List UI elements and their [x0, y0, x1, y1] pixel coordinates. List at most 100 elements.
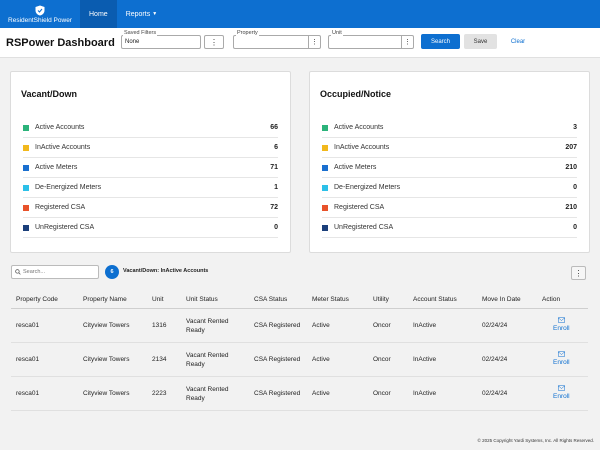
metric-label: De-Energized Meters — [334, 184, 401, 191]
metric-row[interactable]: Active Meters 71 — [23, 158, 278, 178]
swatch-inactive-accounts — [322, 144, 328, 151]
saved-filters-select[interactable]: None — [121, 35, 201, 49]
card-title: Vacant/Down — [21, 89, 78, 99]
metric-label: Active Meters — [334, 164, 377, 171]
metric-label: UnRegistered CSA — [334, 224, 394, 231]
filter-count-badge: 6 — [105, 265, 119, 279]
cell-utility: Oncor — [373, 390, 391, 397]
card-occupied-notice: Occupied/Notice Active Accounts 3 InActi… — [309, 71, 590, 253]
metric-label: Active Meters — [35, 164, 78, 171]
cell-utility: Oncor — [373, 356, 391, 363]
cell-unit: 1316 — [152, 322, 167, 329]
metric-row[interactable]: Active Accounts 3 — [322, 118, 577, 138]
clear-button[interactable]: Clear — [510, 38, 526, 45]
cell-csa-status: CSA Registered — [254, 356, 301, 363]
metric-row[interactable]: Active Accounts 66 — [23, 118, 278, 138]
swatch-de-energized-meters — [23, 184, 29, 191]
shield-icon — [35, 5, 45, 15]
app-logo[interactable]: ResidentShield Power — [0, 0, 80, 28]
caret-down-icon: ▼ — [152, 11, 158, 17]
saved-filters-kebab-icon[interactable]: ⋮ — [204, 35, 224, 49]
swatch-inactive-accounts — [23, 144, 29, 151]
metric-label: UnRegistered CSA — [35, 224, 95, 231]
page-title: RSPower Dashboard — [6, 37, 115, 49]
metric-row[interactable]: Registered CSA 72 — [23, 198, 278, 218]
cell-property-code: resca01 — [16, 322, 40, 329]
metric-value: 72 — [270, 204, 278, 211]
card-vacant-down: Vacant/Down Active Accounts 66 InActive … — [10, 71, 291, 253]
nav-home-label: Home — [89, 10, 108, 18]
mail-icon — [557, 351, 565, 357]
metric-row[interactable]: InActive Accounts 6 — [23, 138, 278, 158]
cell-property-code: resca01 — [16, 356, 40, 363]
cell-account-status: InActive — [413, 322, 437, 329]
enroll-button[interactable]: Enroll — [553, 317, 570, 332]
swatch-unregistered-csa — [23, 224, 29, 231]
enroll-label: Enroll — [553, 359, 570, 366]
cell-unit-status: Vacant Rented Ready — [186, 386, 229, 402]
active-filter-label: Vacant/Down: InActive Accounts — [123, 268, 209, 274]
cell-meter-status: Active — [312, 356, 330, 363]
search-button[interactable]: Search — [421, 34, 460, 49]
table-row: resca01 Cityview Towers 1316 Vacant Rent… — [11, 309, 588, 343]
metric-row[interactable]: De-Energized Meters 1 — [23, 178, 278, 198]
cell-meter-status: Active — [312, 390, 330, 397]
metric-value: 0 — [573, 184, 577, 191]
metric-value: 210 — [565, 204, 577, 211]
table-search-box[interactable] — [11, 265, 99, 279]
property-field[interactable] — [233, 35, 321, 49]
nav-reports[interactable]: Reports ▼ — [117, 0, 166, 28]
cell-unit-status: Vacant Rented Ready — [186, 318, 229, 334]
table-menu-kebab-icon[interactable]: ⋮ — [571, 266, 586, 280]
cell-property-name: Cityview Towers — [83, 390, 130, 397]
swatch-registered-csa — [23, 204, 29, 211]
cell-csa-status: CSA Registered — [254, 322, 301, 329]
column-header[interactable]: CSA Status — [254, 296, 288, 303]
metric-row[interactable]: Registered CSA 210 — [322, 198, 577, 218]
nav-reports-label: Reports — [125, 10, 151, 18]
metric-label: Registered CSA — [334, 204, 385, 211]
cell-csa-status: CSA Registered — [254, 390, 301, 397]
nav-home[interactable]: Home — [80, 0, 117, 28]
saved-filters-label: Saved Filters — [123, 30, 158, 36]
metric-value: 207 — [565, 144, 577, 151]
mail-icon — [557, 385, 565, 391]
property-kebab-icon[interactable]: ⋮ — [308, 36, 320, 48]
property-label: Property — [236, 30, 259, 36]
metric-label: Registered CSA — [35, 204, 86, 211]
table-row: resca01 Cityview Towers 2134 Vacant Rent… — [11, 343, 588, 377]
swatch-registered-csa — [322, 204, 328, 211]
column-header[interactable]: Unit — [152, 296, 164, 303]
enroll-button[interactable]: Enroll — [553, 385, 570, 400]
column-header[interactable]: Move In Date — [482, 296, 521, 303]
metric-row[interactable]: InActive Accounts 207 — [322, 138, 577, 158]
column-header[interactable]: Meter Status — [312, 296, 349, 303]
column-header[interactable]: Property Code — [16, 296, 58, 303]
column-header[interactable]: Unit Status — [186, 296, 218, 303]
search-icon — [15, 269, 21, 275]
swatch-active-meters — [23, 164, 29, 171]
logo-text: ResidentShield Power — [8, 16, 72, 24]
table-header-row: Property Code Property Name Unit Unit St… — [11, 289, 588, 309]
save-button[interactable]: Save — [464, 34, 497, 49]
table-search-input[interactable] — [23, 269, 93, 275]
metric-row[interactable]: Active Meters 210 — [322, 158, 577, 178]
unit-field[interactable] — [328, 35, 414, 49]
unit-kebab-icon[interactable]: ⋮ — [401, 36, 413, 48]
cell-account-status: InActive — [413, 390, 437, 397]
column-header[interactable]: Property Name — [83, 296, 127, 303]
metric-label: InActive Accounts — [35, 144, 91, 151]
metric-row[interactable]: De-Energized Meters 0 — [322, 178, 577, 198]
column-header: Action — [542, 296, 561, 303]
cell-account-status: InActive — [413, 356, 437, 363]
column-header[interactable]: Account Status — [413, 296, 457, 303]
metric-label: Active Accounts — [334, 124, 384, 131]
metric-row[interactable]: UnRegistered CSA 0 — [322, 218, 577, 238]
enroll-label: Enroll — [553, 393, 570, 400]
enroll-button[interactable]: Enroll — [553, 351, 570, 366]
metric-label: De-Energized Meters — [35, 184, 102, 191]
metric-value: 71 — [270, 164, 278, 171]
metric-row[interactable]: UnRegistered CSA 0 — [23, 218, 278, 238]
column-header[interactable]: Utility — [373, 296, 389, 303]
metric-value: 210 — [565, 164, 577, 171]
